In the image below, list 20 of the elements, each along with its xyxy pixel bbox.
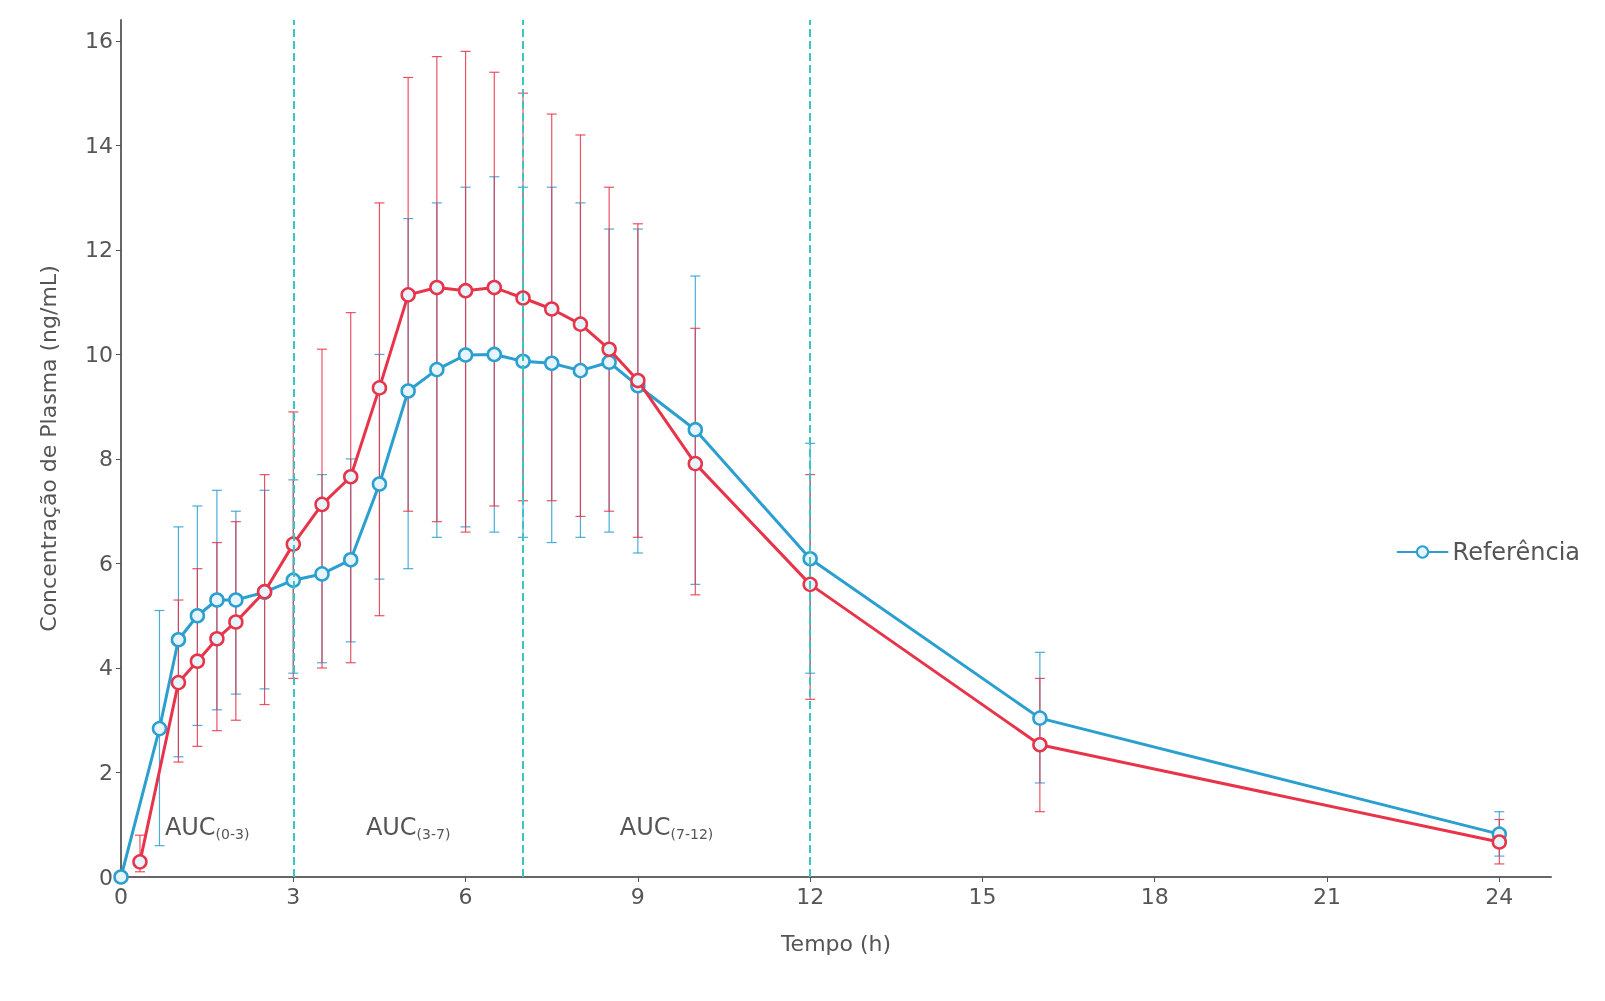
x-tick-label: 3 (286, 883, 301, 909)
y-tick-label: 14 (85, 132, 113, 158)
x-tick-label: 21 (1313, 883, 1342, 909)
y-tick-label: 4 (99, 655, 113, 681)
y-tick-label: 10 (85, 341, 113, 367)
x-tick-label: 15 (968, 883, 997, 909)
y-tick-label: 8 (99, 446, 113, 472)
x-tick-label: 24 (1485, 883, 1514, 909)
legend-label: Referência (1452, 538, 1580, 566)
y-tick-label: 2 (99, 759, 113, 785)
y-tick-label: 16 (85, 28, 113, 54)
y-tick-label: 6 (99, 550, 113, 576)
x-tick-label: 9 (630, 883, 645, 909)
x-tick-label: 6 (458, 883, 473, 909)
x-tick-label: 18 (1140, 883, 1169, 909)
x-tick-label: 12 (796, 883, 825, 909)
y-tick-label: 0 (99, 864, 113, 890)
x-axis-title: Tempo (h) (779, 930, 892, 956)
y-tick-label: 12 (85, 237, 113, 263)
y-axis-title: Concentração de Plasma (ng/mL) (35, 265, 61, 632)
